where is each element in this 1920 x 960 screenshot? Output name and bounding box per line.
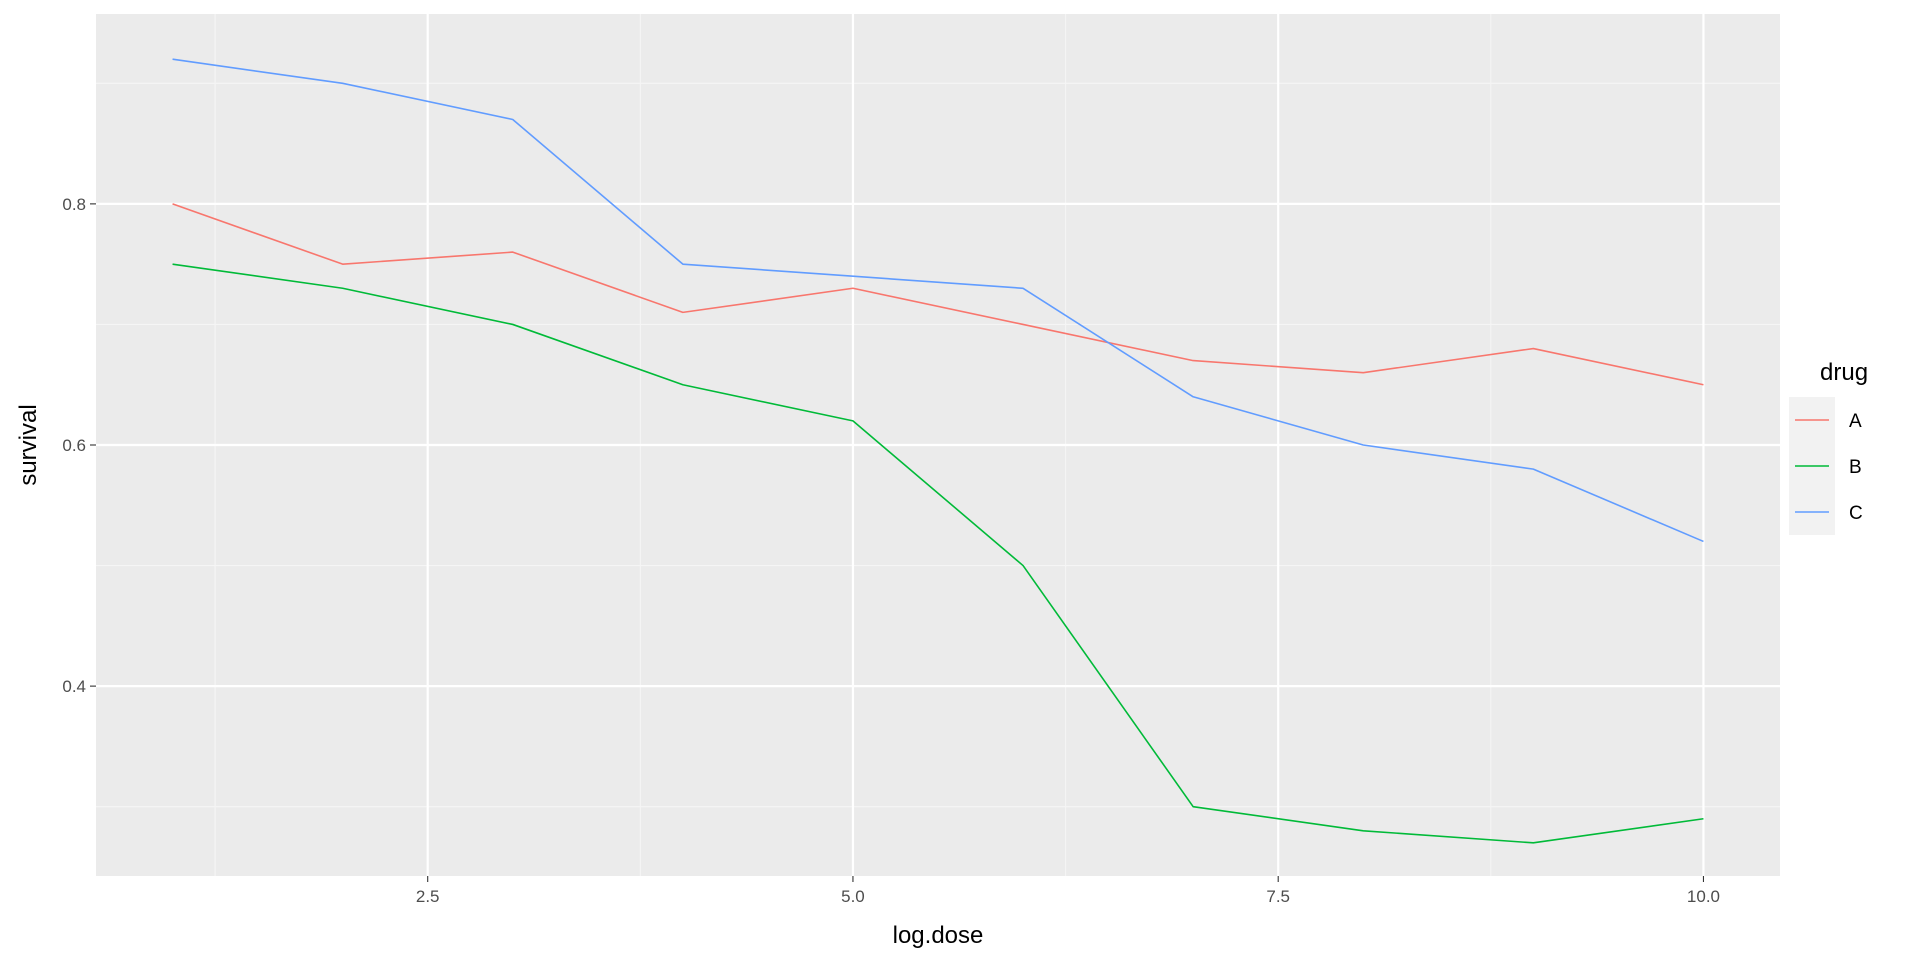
series-lines: [172, 58, 1704, 844]
major-gridlines: [96, 14, 1780, 876]
series-line-B: [172, 263, 1704, 844]
series-line-A: [172, 203, 1704, 386]
y-axis-title: survival: [15, 404, 42, 485]
y-axis-ticks: 0.4 0.6 0.8: [62, 195, 96, 696]
legend-label-A: A: [1849, 411, 1862, 432]
x-tick-label: 10.0: [1687, 887, 1720, 906]
x-tick-label: 2.5: [416, 887, 440, 906]
y-tick-label: 0.8: [62, 195, 86, 214]
legend: drug A B C: [1789, 359, 1868, 535]
legend-label-C: C: [1849, 503, 1863, 524]
legend-label-B: B: [1849, 457, 1862, 478]
x-tick-label: 5.0: [841, 887, 865, 906]
x-axis-title: log.dose: [893, 922, 984, 949]
legend-title: drug: [1820, 359, 1868, 386]
y-tick-label: 0.4: [62, 677, 86, 696]
x-axis-ticks: 2.5 5.0 7.5 10.0: [416, 876, 1720, 906]
series-line-C: [172, 58, 1704, 543]
legend-items: A B C: [1789, 397, 1863, 535]
y-tick-label: 0.6: [62, 436, 86, 455]
x-tick-label: 7.5: [1266, 887, 1290, 906]
